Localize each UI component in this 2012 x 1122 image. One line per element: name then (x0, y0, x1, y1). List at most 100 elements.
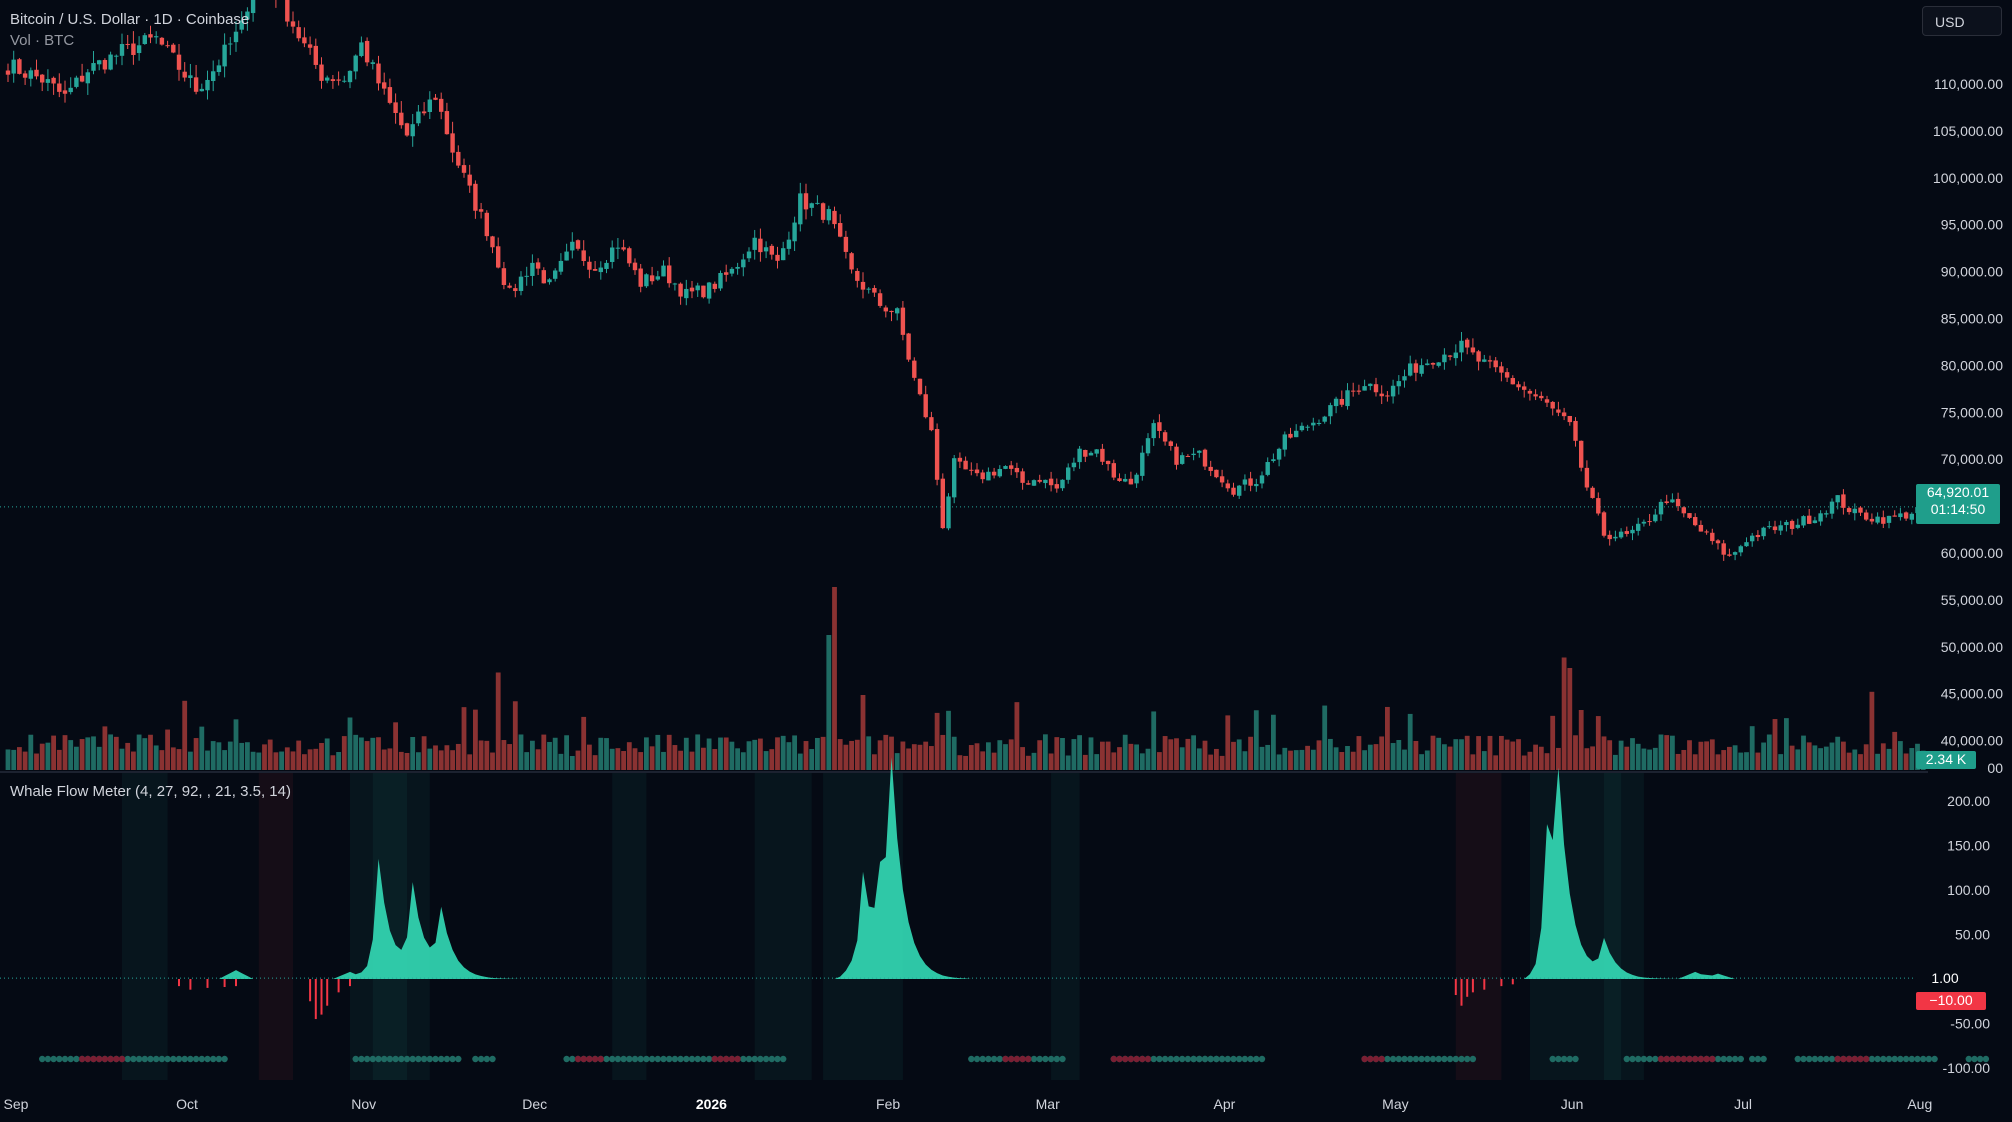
price-tick-label: 60,000.00 (1941, 545, 2003, 561)
volume-bar (416, 752, 421, 770)
volume-bar (11, 749, 17, 770)
volume-bar (1282, 747, 1288, 770)
signal-dot (1754, 1055, 1762, 1063)
signal-dot (198, 1055, 205, 1063)
signal-dot (1749, 1055, 1756, 1063)
candle (1390, 379, 1396, 404)
volume-bar (1219, 755, 1225, 770)
signal-dot (50, 1055, 57, 1063)
candle (1356, 384, 1362, 395)
candle (1282, 431, 1287, 457)
candle (1180, 452, 1185, 465)
volume-bar (1259, 746, 1265, 770)
candle (1721, 539, 1726, 561)
candle (1807, 509, 1812, 525)
volume-bar (866, 736, 872, 770)
volume-bar (1276, 754, 1282, 770)
signal-dot (1167, 1055, 1175, 1063)
price-axis[interactable]: 110,000.00 105,000.00 100,000.00 95,000.00 9… (1933, 76, 2003, 776)
indicator-axis[interactable]: 200.00 150.00 100.00 50.00 -50.00 -100.00 (1943, 793, 1991, 1076)
volume-bar (672, 745, 678, 770)
signal-dot (1002, 1055, 1009, 1063)
last-price-label: 64,920.01 (1926, 484, 1990, 500)
candle (855, 268, 860, 288)
candle (706, 281, 712, 304)
volume-bar (1829, 742, 1835, 770)
candle (900, 301, 906, 341)
volume-bar (1664, 735, 1670, 770)
candle (1533, 389, 1538, 401)
candle (1892, 510, 1897, 517)
volume-bar (849, 740, 854, 770)
candle (1824, 510, 1829, 518)
candle (1886, 515, 1892, 529)
candle (165, 40, 170, 48)
signal-dot (1572, 1055, 1579, 1063)
signal-dot (1840, 1055, 1847, 1063)
signal-dot (1150, 1055, 1157, 1063)
volume-bar (729, 741, 735, 770)
signal-dot (1201, 1055, 1209, 1063)
candle (370, 59, 375, 70)
candle (1647, 514, 1652, 526)
signal-dot (1709, 1055, 1716, 1063)
time-tick-label: May (1382, 1096, 1408, 1112)
candle (592, 261, 598, 271)
candle (1197, 450, 1202, 458)
time-tick-label: Oct (176, 1096, 198, 1112)
candle (1259, 471, 1265, 489)
candle (627, 246, 632, 267)
volume-bar (1379, 736, 1385, 770)
volume-bar (1271, 714, 1276, 770)
volume-bar (826, 635, 832, 770)
volume-bar (85, 737, 91, 770)
volume-bar (1567, 668, 1573, 770)
signal-dot (694, 1055, 701, 1063)
candle (746, 247, 752, 262)
signal-dot (1042, 1055, 1049, 1063)
volume-bar (558, 753, 564, 770)
signal-dot (1424, 1055, 1431, 1063)
signal-dot (1110, 1055, 1118, 1063)
volume-bar (1880, 743, 1886, 770)
price-tick-label: 110,000.00 (1934, 76, 2003, 92)
volume-bar (1898, 741, 1903, 770)
time-axis[interactable]: Sep Oct Nov Dec 2026 Feb Mar Apr May Jun Jul Aug (4, 1096, 1933, 1112)
indicator-legend[interactable]: Whale Flow Meter (4, 27, 92, , 21, 3.5, … (10, 783, 291, 800)
time-tick-label: Dec (522, 1096, 547, 1112)
candle (1744, 537, 1749, 547)
symbol-legend[interactable]: Bitcoin / U.S. Dollar · 1D · Coinbase (10, 11, 250, 28)
candle (1772, 520, 1778, 534)
candle (883, 305, 888, 318)
candle (849, 251, 854, 274)
signal-dot (1703, 1055, 1710, 1063)
signal-dot (1680, 1055, 1688, 1063)
candle (1174, 443, 1179, 470)
candle (1219, 469, 1225, 488)
signal-dot (666, 1055, 673, 1063)
volume-bar (524, 752, 530, 770)
candle (1425, 359, 1430, 366)
currency-button[interactable]: USD (1922, 6, 2002, 36)
volume-bar (980, 751, 986, 770)
signal-dot (643, 1055, 650, 1063)
candle (535, 258, 541, 276)
candle (313, 38, 318, 69)
candle (28, 67, 33, 87)
signal-dot (392, 1055, 399, 1063)
candle (496, 237, 501, 269)
signal-dot (614, 1055, 622, 1063)
candle (1402, 369, 1407, 388)
signal-dot (1560, 1055, 1568, 1063)
signal-dot (1902, 1055, 1910, 1063)
candle (803, 183, 809, 220)
candle (758, 228, 763, 262)
candle (1037, 474, 1042, 484)
volume-bar (1499, 735, 1504, 770)
signal-dot (175, 1055, 183, 1063)
volume-bar (1744, 752, 1749, 770)
signal-dot (1036, 1055, 1043, 1063)
volume-legend[interactable]: Vol · BTC (10, 32, 75, 49)
candle (325, 75, 330, 84)
